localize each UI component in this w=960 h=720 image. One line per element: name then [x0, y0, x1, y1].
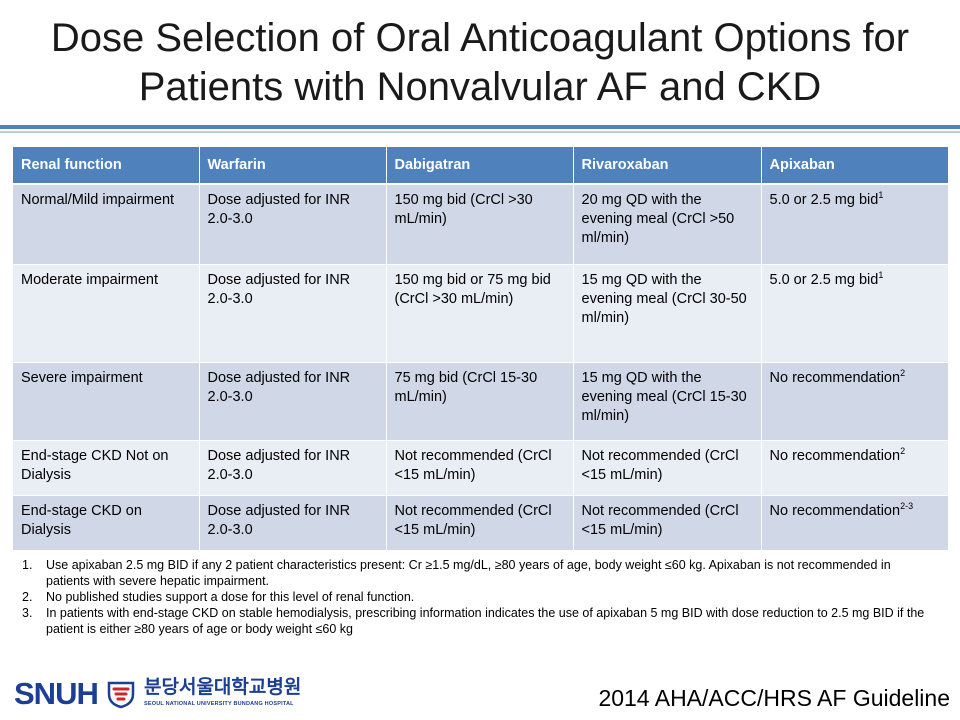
apixaban-dose: 5.0 or 2.5 mg bid: [769, 192, 879, 208]
cell-renal: End-stage CKD Not on Dialysis: [13, 440, 200, 496]
logo-korean-name: 분당서울대학교병원: [144, 677, 302, 698]
footnote-item: 2. No published studies support a dose fo…: [22, 589, 937, 605]
apixaban-dose: No recommendation: [769, 447, 901, 464]
table-row: End-stage CKD Not on Dialysis Dose adjus…: [13, 440, 949, 496]
cell-renal: Moderate impairment: [13, 264, 200, 363]
cell-rivaroxaban: Not recommended (CrCl <15 mL/min): [573, 440, 762, 496]
cell-apixaban: 5.0 or 2.5 mg bid1: [761, 184, 949, 265]
table-row: Severe impairment Dose adjusted for INR …: [13, 362, 949, 441]
footnote-ref: 2: [900, 367, 906, 378]
header-warfarin: Warfarin: [199, 147, 387, 185]
cell-rivaroxaban: Not recommended (CrCl <15 mL/min): [573, 495, 762, 551]
footnotes-list: 1. Use apixaban 2.5 mg BID if any 2 patie…: [22, 557, 937, 637]
footnote-ref: 2: [900, 445, 906, 456]
table-row: End-stage CKD on Dialysis Dose adjusted …: [13, 495, 949, 551]
cell-renal: Normal/Mild impairment: [13, 184, 200, 265]
title-line-1: Dose Selection of Oral Anticoagulant Opt…: [50, 16, 910, 60]
cell-dabigatran: 150 mg bid (CrCl >30 mL/min): [386, 184, 574, 265]
hospital-logo: SNUH 분당서울대학교병원 SEOUL NATIONAL UNIVERSITY…: [14, 676, 301, 712]
cell-rivaroxaban: 15 mg QD with the evening meal (CrCl 30-…: [573, 264, 762, 363]
title-divider: [0, 125, 960, 129]
cell-dabigatran: 150 mg bid or 75 mg bid (CrCl >30 mL/min…: [386, 264, 574, 363]
cell-dabigatran: Not recommended (CrCl <15 mL/min): [386, 440, 574, 496]
table-header-row: Renal function Warfarin Dabigatran Rivar…: [13, 147, 949, 185]
slide-title: Dose Selection of Oral Anticoagulant Opt…: [0, 14, 960, 112]
cell-apixaban: 5.0 or 2.5 mg bid1: [761, 264, 949, 363]
footnote-item: 1. Use apixaban 2.5 mg BID if any 2 patie…: [22, 557, 937, 589]
logo-abbreviation: SNUH: [14, 676, 99, 711]
cell-dabigatran: Not recommended (CrCl <15 mL/min): [386, 495, 574, 551]
table-row: Moderate impairment Dose adjusted for IN…: [13, 264, 949, 363]
footnote-ref: 2-3: [900, 500, 914, 511]
footnote-text: In patients with end-stage CKD on stable…: [46, 606, 925, 636]
cell-renal: Severe impairment: [13, 362, 200, 441]
footnote-ref: 1: [878, 190, 884, 201]
footnote-number: 1.: [22, 558, 33, 572]
title-line-2: Patients with Nonvalvular AF and CKD: [138, 65, 822, 109]
apixaban-dose: No recommendation: [769, 502, 901, 519]
header-apixaban: Apixaban: [761, 147, 949, 185]
logo-english-name: SEOUL NATIONAL UNIVERSITY BUNDANG HOSPIT…: [144, 701, 294, 707]
header-rivaroxaban: Rivaroxaban: [573, 147, 762, 185]
cell-warfarin: Dose adjusted for INR 2.0-3.0: [199, 440, 387, 496]
cell-warfarin: Dose adjusted for INR 2.0-3.0: [199, 495, 387, 551]
footnote-number: 2.: [22, 590, 33, 604]
apixaban-dose: 5.0 or 2.5 mg bid: [769, 271, 879, 288]
cell-rivaroxaban: 15 mg QD with the evening meal (CrCl 15-…: [573, 362, 762, 441]
footnote-text: Use apixaban 2.5 mg BID if any 2 patient…: [46, 558, 891, 588]
cell-renal: End-stage CKD on Dialysis: [13, 495, 200, 551]
cell-rivaroxaban: 20 mg QD with the evening meal (CrCl >50…: [573, 184, 762, 265]
cell-dabigatran: 75 mg bid (CrCl 15-30 mL/min): [386, 362, 574, 441]
cell-warfarin: Dose adjusted for INR 2.0-3.0: [199, 362, 387, 441]
footnote-ref: 1: [878, 269, 884, 280]
cell-apixaban: No recommendation2: [761, 362, 949, 441]
cell-warfarin: Dose adjusted for INR 2.0-3.0: [199, 184, 387, 265]
hospital-emblem-icon: [107, 681, 135, 709]
header-renal-function: Renal function: [13, 147, 200, 185]
source-citation: 2014 AHA/ACC/HRS AF Guideline: [598, 685, 950, 711]
cell-apixaban: No recommendation2-3: [761, 495, 949, 551]
cell-warfarin: Dose adjusted for INR 2.0-3.0: [199, 264, 387, 363]
dose-selection-table: Renal function Warfarin Dabigatran Rivar…: [13, 147, 949, 551]
footnote-text: No published studies support a dose for …: [46, 590, 415, 604]
header-dabigatran: Dabigatran: [386, 147, 574, 185]
title-divider-thin: [0, 131, 960, 133]
apixaban-dose: No recommendation: [769, 369, 901, 386]
cell-apixaban: No recommendation2: [761, 440, 949, 496]
footnote-item: 3. In patients with end-stage CKD on stab…: [22, 605, 937, 637]
table-row: Normal/Mild impairment Dose adjusted for…: [13, 184, 949, 265]
footnote-number: 3.: [22, 606, 33, 620]
